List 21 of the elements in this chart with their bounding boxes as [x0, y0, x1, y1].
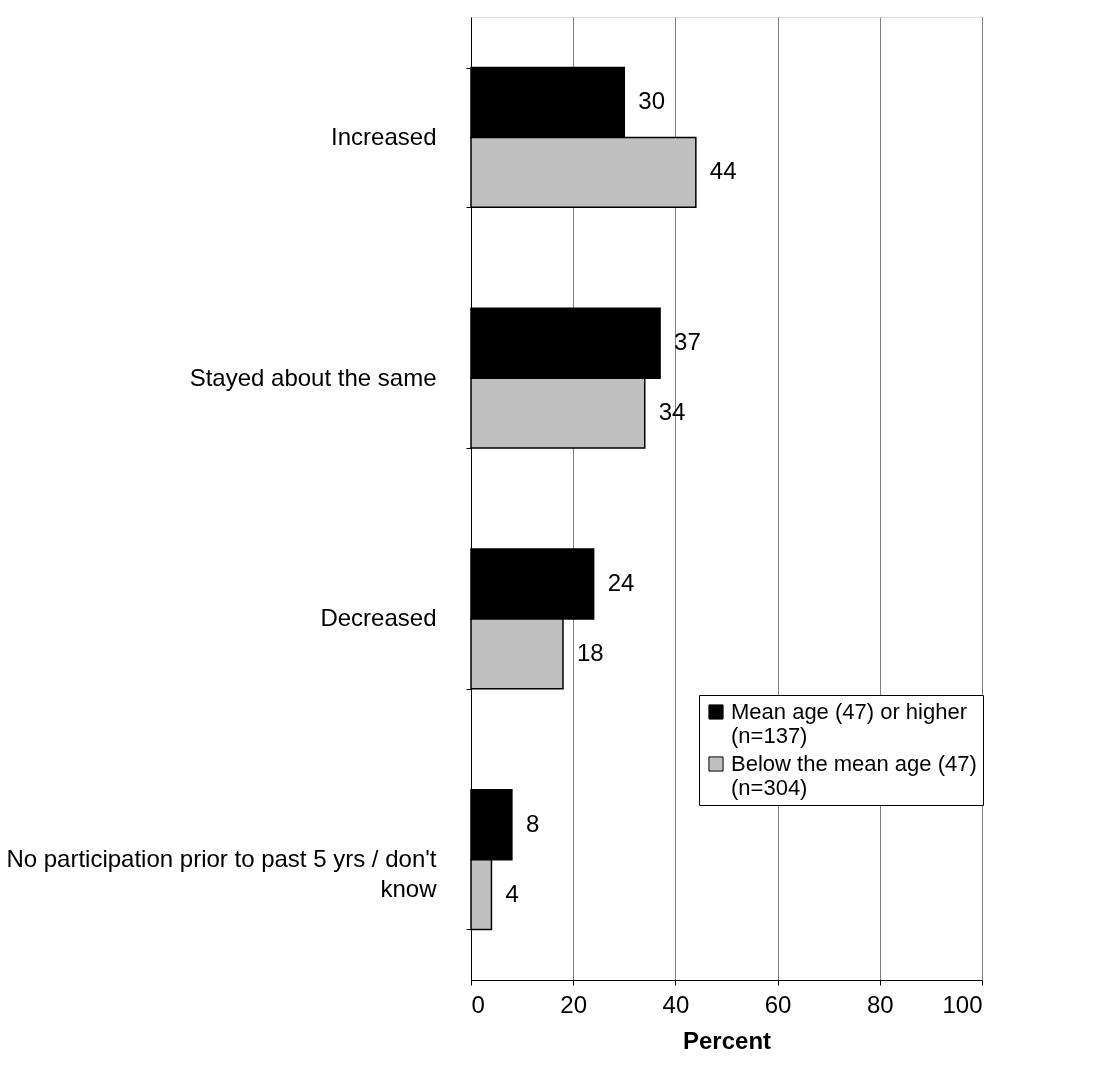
data-label: 4 [505, 879, 519, 907]
legend-label: Mean age (47) or higher (n=137) [731, 699, 968, 748]
data-label: 44 [709, 157, 737, 185]
y-tick-label: Decreased [320, 604, 437, 632]
x-tick-label: 60 [764, 990, 792, 1018]
data-label: 24 [607, 568, 635, 596]
legend-label: Below the mean age (47) (n=304) [731, 751, 977, 800]
data-label: 30 [638, 87, 665, 115]
x-tick-label: 100 [942, 990, 983, 1018]
x-tick-label: 20 [560, 990, 588, 1018]
data-label: 34 [658, 398, 686, 426]
y-tick-label: No participation prior to past 5 yrs / don't know [6, 845, 438, 903]
x-tick-label: 0 [471, 990, 485, 1018]
x-axis-title: Percent [682, 1026, 772, 1054]
y-tick-label: Stayed about the same [189, 363, 437, 391]
x-tick-label: 80 [866, 990, 894, 1018]
data-label: 18 [576, 638, 604, 666]
data-label: 37 [674, 328, 701, 356]
x-tick-label: 40 [662, 990, 690, 1018]
y-tick-label: Increased [331, 122, 437, 150]
data-label: 8 [525, 809, 540, 837]
